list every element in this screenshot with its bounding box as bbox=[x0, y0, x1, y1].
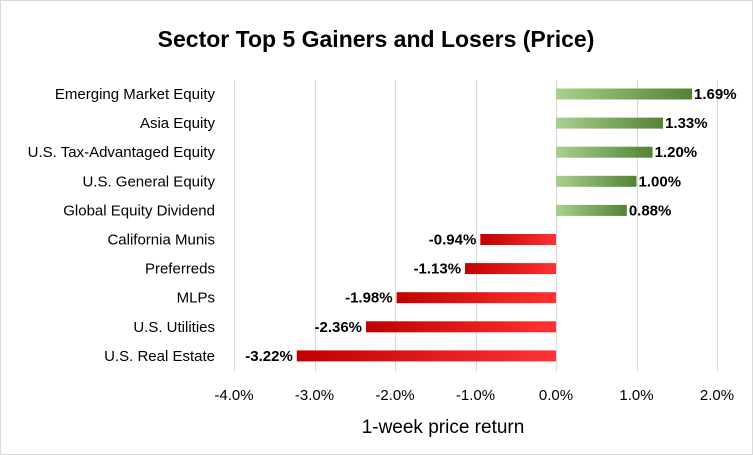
data-bar bbox=[556, 88, 693, 100]
category-label: Emerging Market Equity bbox=[55, 86, 216, 103]
data-label: 1.00% bbox=[639, 173, 682, 190]
bar-layer bbox=[296, 88, 693, 362]
data-label: 1.33% bbox=[665, 115, 708, 132]
data-bar bbox=[556, 117, 664, 129]
data-bar bbox=[396, 292, 556, 304]
chart-title: Sector Top 5 Gainers and Losers (Price) bbox=[158, 26, 595, 52]
data-label: 0.88% bbox=[629, 202, 672, 219]
data-label: -1.98% bbox=[345, 290, 393, 307]
category-label: Asia Equity bbox=[140, 115, 216, 132]
x-tick-label: -2.0% bbox=[375, 387, 414, 404]
data-bar bbox=[480, 234, 556, 245]
category-label: U.S. General Equity bbox=[82, 173, 215, 190]
data-bar bbox=[556, 204, 627, 216]
x-axis-title: 1-week price return bbox=[362, 417, 525, 438]
category-label: California Munis bbox=[107, 232, 215, 249]
x-tick-label: 2.0% bbox=[700, 387, 734, 404]
data-label: -2.36% bbox=[314, 319, 362, 336]
data-label: -0.94% bbox=[429, 232, 477, 249]
category-label: U.S. Real Estate bbox=[104, 348, 215, 365]
tick-layer: -4.0% -3.0% -2.0% -1.0% 0.0% 1.0% 2.0% bbox=[214, 387, 734, 404]
data-label: -1.13% bbox=[414, 261, 462, 278]
data-label: -3.22% bbox=[245, 348, 293, 365]
category-label: MLPs bbox=[177, 290, 215, 307]
data-bar bbox=[296, 350, 556, 362]
data-bar bbox=[366, 321, 556, 333]
category-label: Global Equity Dividend bbox=[63, 202, 215, 219]
x-tick-label: 0.0% bbox=[539, 387, 573, 404]
x-tick-label: -4.0% bbox=[214, 387, 253, 404]
data-bar bbox=[556, 146, 653, 158]
data-bar bbox=[465, 263, 556, 275]
category-label: Preferreds bbox=[145, 261, 215, 278]
data-label: 1.69% bbox=[694, 86, 737, 103]
data-label: 1.20% bbox=[655, 144, 698, 161]
data-bar bbox=[556, 175, 637, 187]
label-layer: Emerging Market Equity 1.69% Asia Equity 1.… bbox=[28, 86, 737, 365]
category-label: U.S. Utilities bbox=[133, 319, 215, 336]
x-tick-label: -1.0% bbox=[456, 387, 495, 404]
category-label: U.S. Tax-Advantaged Equity bbox=[28, 144, 216, 161]
x-tick-label: -3.0% bbox=[295, 387, 334, 404]
x-tick-label: 1.0% bbox=[619, 387, 653, 404]
